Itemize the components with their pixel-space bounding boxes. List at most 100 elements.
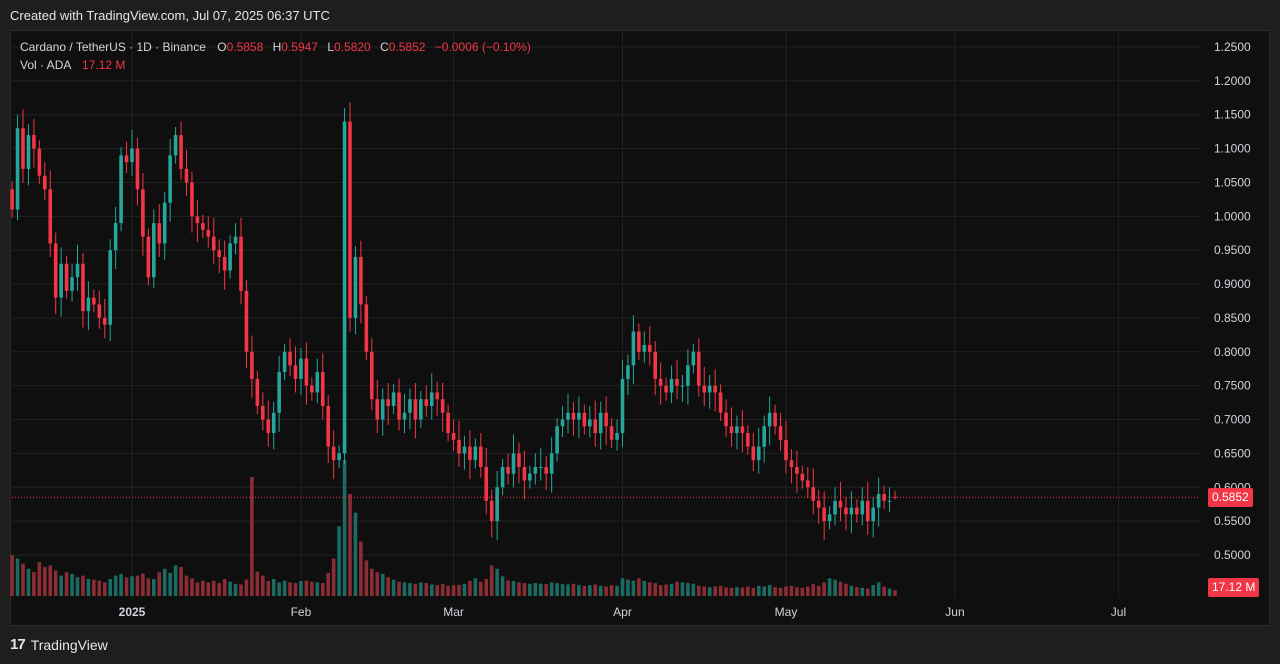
- volume-bar: [778, 587, 783, 596]
- volume-bar: [228, 581, 232, 596]
- volume-bar: [495, 568, 499, 596]
- candle-body: [724, 412, 728, 427]
- price-tick-label: 0.8500: [1214, 311, 1251, 325]
- candle-body: [538, 466, 543, 468]
- candle-body: [222, 256, 227, 271]
- candle-body: [468, 446, 472, 461]
- volume-bar: [353, 512, 358, 596]
- volume-bar: [64, 572, 69, 596]
- volume-bar: [190, 578, 194, 596]
- volume-bar: [119, 573, 123, 596]
- volume-bar: [800, 587, 805, 596]
- price-axis[interactable]: 1.2500 1.2000 1.1500 1.1000 1.0500 1.0000 0.95…: [1214, 40, 1251, 562]
- volume-bar: [473, 578, 478, 596]
- candle-body: [353, 256, 358, 318]
- candle-body: [495, 487, 499, 522]
- volume-bar: [647, 582, 652, 596]
- low-label: L: [327, 40, 335, 54]
- volume-bar: [102, 582, 107, 596]
- footer-brand[interactable]: 17 TradingView: [10, 636, 108, 653]
- candle-body: [528, 473, 532, 481]
- high-label: H: [272, 40, 282, 54]
- time-tick-label: 2025: [119, 605, 146, 619]
- candle-body: [440, 399, 445, 413]
- volume-bar: [97, 580, 102, 596]
- candle-body: [511, 453, 516, 474]
- volume-bar: [195, 582, 200, 596]
- volume-bar: [822, 582, 826, 596]
- price-tick-label: 0.7000: [1214, 413, 1251, 427]
- time-axis[interactable]: 2025 Feb Mar Apr May Jun Jul: [119, 605, 1126, 619]
- volume-bar: [424, 583, 429, 596]
- candle-body: [429, 392, 434, 406]
- volume-bar: [429, 584, 434, 596]
- volume-bar: [751, 587, 756, 596]
- candle-body: [135, 148, 140, 190]
- volume-bar: [457, 584, 461, 596]
- candle-body: [740, 426, 745, 434]
- candle-body: [767, 412, 772, 427]
- candle-body: [795, 466, 799, 474]
- volume-bar: [315, 582, 320, 596]
- volume-bar: [702, 586, 707, 596]
- volume-bar: [669, 583, 674, 596]
- volume-bar: [179, 567, 183, 596]
- low-value: 0.5820: [334, 40, 371, 54]
- volume-bar: [713, 586, 717, 596]
- volume-bar: [331, 558, 336, 596]
- candle-body: [397, 392, 401, 420]
- volume-bar: [391, 579, 396, 596]
- volume-bar: [882, 586, 886, 596]
- volume-bar: [135, 575, 140, 596]
- candle-body: [746, 433, 750, 447]
- volume-bar: [729, 587, 734, 596]
- candle-body: [157, 223, 162, 244]
- volume-bar: [549, 582, 554, 596]
- price-tick-label: 1.2000: [1214, 74, 1251, 88]
- chart-frame[interactable]: [10, 30, 1270, 626]
- candle-body: [816, 500, 821, 508]
- change-value: −0.0006 (−0.10%): [434, 40, 531, 54]
- candle-body: [266, 419, 271, 434]
- candle-body: [609, 426, 614, 440]
- candle-body: [402, 412, 407, 420]
- volume-bar: [419, 582, 423, 596]
- volume-bar: [691, 583, 696, 596]
- chart-legend: Cardano / TetherUS · 1D · Binance O0.585…: [20, 38, 531, 74]
- volume-bar: [468, 580, 472, 596]
- candle-body: [190, 182, 194, 217]
- volume-bar: [479, 581, 483, 596]
- volume-bar: [642, 581, 647, 596]
- candle-body: [320, 372, 325, 406]
- time-tick-label: Apr: [613, 605, 632, 619]
- candle-body: [479, 446, 483, 467]
- volume-bar: [517, 582, 521, 596]
- candle-body: [299, 358, 303, 379]
- price-tick-label: 1.2500: [1214, 40, 1251, 54]
- candle-body: [59, 263, 63, 298]
- price-tick-label: 0.5500: [1214, 514, 1251, 528]
- volume-bar: [15, 558, 20, 596]
- volume-bar: [397, 581, 401, 596]
- candle-body: [359, 256, 363, 305]
- candle-body: [37, 148, 42, 176]
- candle-body: [408, 399, 412, 413]
- volume-bar: [533, 583, 538, 596]
- candle-body: [86, 297, 91, 312]
- candle-body: [762, 426, 766, 447]
- volume-bar: [162, 568, 167, 596]
- candle-body: [604, 412, 608, 427]
- candle-body: [718, 392, 723, 413]
- candles: [10, 102, 897, 541]
- candle-body: [255, 378, 260, 406]
- price-tick-label: 0.5000: [1214, 548, 1251, 562]
- candle-body: [522, 466, 527, 481]
- volume-bar: [795, 587, 799, 596]
- volume-bar: [484, 579, 489, 596]
- volume-bar: [413, 583, 418, 596]
- volume-bar: [217, 583, 221, 596]
- candle-body: [882, 494, 886, 501]
- candle-body: [691, 351, 696, 366]
- tradingview-logo-icon: 17: [10, 636, 26, 653]
